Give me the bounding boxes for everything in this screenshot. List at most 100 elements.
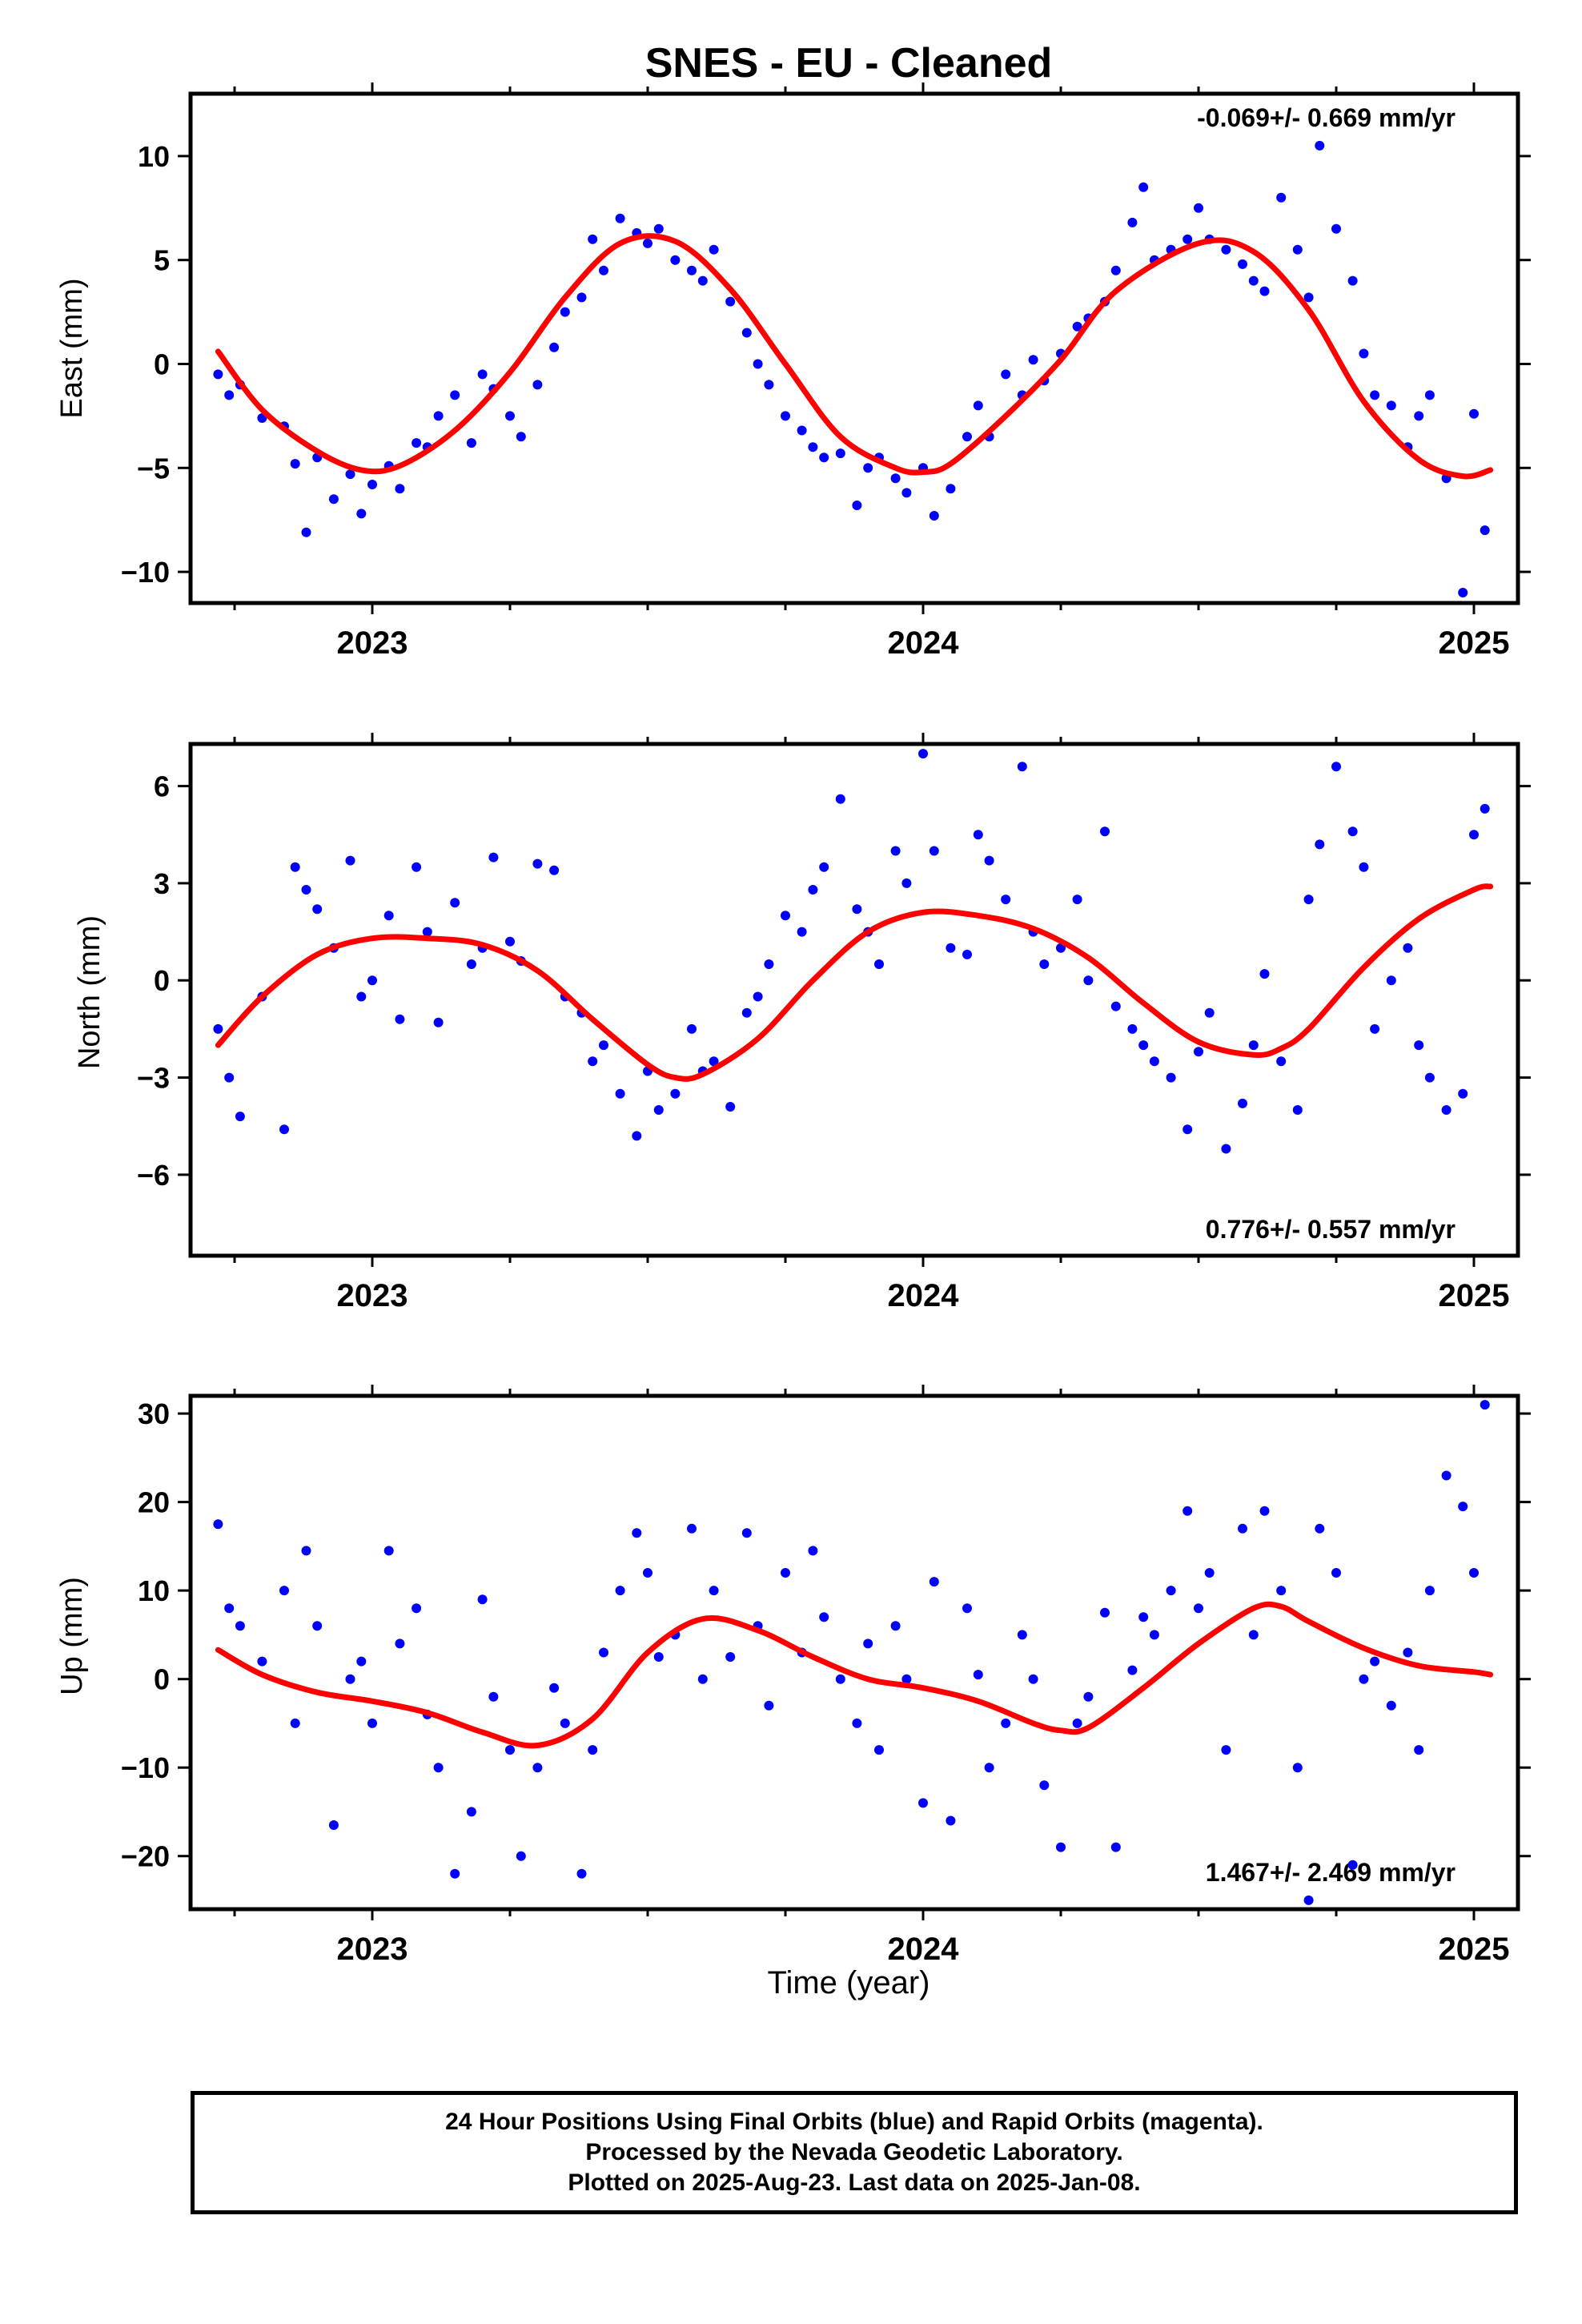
data-point [224, 390, 235, 400]
data-point [224, 1603, 235, 1614]
data-point [1303, 292, 1314, 303]
data-point [1127, 1665, 1138, 1675]
data-point [1238, 259, 1247, 269]
data-point [1028, 355, 1038, 365]
data-point [488, 1691, 499, 1702]
data-point [1424, 390, 1435, 400]
north-ylabel: North (mm) [73, 915, 106, 1069]
data-point [1424, 1586, 1435, 1596]
data-point [450, 390, 460, 400]
data-point [1083, 975, 1094, 986]
y-tick-label: −5 [137, 452, 170, 485]
y-tick-label: 30 [138, 1397, 170, 1430]
data-point [753, 991, 763, 1002]
data-point [433, 1017, 444, 1027]
data-point [1403, 943, 1413, 953]
data-point [781, 911, 790, 921]
data-point [1386, 1700, 1396, 1711]
data-point [549, 1683, 560, 1693]
data-point [516, 1851, 526, 1861]
data-point [356, 991, 367, 1002]
up-ylabel: Up (mm) [55, 1577, 89, 1695]
data-point [697, 1674, 708, 1684]
data-point [235, 1621, 245, 1631]
model-fit-line [215, 1601, 1494, 1749]
data-point [653, 1105, 664, 1115]
data-point [687, 1023, 697, 1034]
x-tick-label: 2023 [337, 1932, 408, 1967]
data-point [852, 1718, 862, 1728]
footer-line-1: 24 Hour Positions Using Final Orbits (bl… [445, 2109, 1263, 2135]
y-tick-label: 20 [138, 1486, 170, 1519]
data-point [213, 1023, 223, 1034]
data-point [1359, 862, 1369, 872]
data-point [653, 223, 664, 234]
data-point [505, 936, 515, 947]
data-point [1480, 525, 1490, 536]
data-point [1100, 1607, 1110, 1618]
data-point [599, 1647, 608, 1658]
data-point [863, 1638, 873, 1649]
x-tick-label: 2024 [888, 625, 960, 661]
data-point [890, 1621, 901, 1631]
data-point [383, 911, 394, 921]
data-point [1276, 1586, 1287, 1596]
data-point [670, 1088, 681, 1099]
data-point [257, 1656, 267, 1667]
data-point [1194, 1603, 1203, 1614]
data-point [422, 927, 432, 937]
data-point [367, 480, 377, 489]
data-point [301, 1546, 311, 1556]
data-point [1110, 265, 1121, 275]
data-point [356, 509, 367, 519]
data-point [918, 1798, 928, 1808]
data-point [1414, 411, 1424, 421]
data-point [1359, 1674, 1369, 1684]
data-point [279, 1586, 289, 1596]
page-title: SNES - EU - Cleaned [645, 40, 1053, 86]
data-point [383, 1546, 394, 1556]
data-point [1359, 348, 1369, 359]
y-tick-label: −10 [121, 1751, 170, 1784]
data-point [946, 943, 956, 953]
data-point [367, 975, 377, 986]
data-point [412, 438, 422, 448]
east-panel: East (mm) -0.069+/- 0.669 mm/yr 2023 2024… [55, 82, 1531, 661]
data-point [709, 244, 719, 255]
y-tick-label: −3 [137, 1062, 170, 1095]
data-point [1072, 321, 1082, 332]
data-point [808, 1546, 818, 1556]
data-point [1072, 895, 1082, 905]
data-point [328, 1820, 339, 1830]
data-point [1370, 1023, 1380, 1034]
data-point [1221, 1745, 1231, 1755]
data-point [1166, 1072, 1176, 1083]
data-point [764, 380, 774, 390]
data-point [290, 1718, 300, 1728]
east-ylabel: East (mm) [55, 278, 89, 418]
data-point [1276, 1056, 1287, 1067]
data-point [1441, 1470, 1452, 1481]
data-point [224, 1072, 235, 1083]
data-point [560, 307, 570, 317]
data-point [901, 488, 912, 498]
data-point [764, 1700, 774, 1711]
data-point [505, 411, 515, 421]
data-point [1331, 1568, 1341, 1578]
x-tick-label: 2025 [1439, 625, 1510, 661]
data-point [973, 830, 983, 840]
data-point [741, 328, 752, 338]
data-point [1259, 286, 1270, 296]
data-point [1149, 1630, 1159, 1640]
plot-frame [188, 91, 1520, 605]
data-point [345, 469, 355, 480]
y-tick-label: −20 [121, 1840, 170, 1873]
data-point [450, 1868, 460, 1879]
data-point [819, 862, 829, 872]
data-point [1315, 839, 1325, 850]
data-point [1347, 1860, 1358, 1870]
data-point [395, 1638, 405, 1649]
data-point [1469, 408, 1479, 419]
data-point [1370, 1656, 1380, 1667]
data-point [687, 1523, 697, 1534]
